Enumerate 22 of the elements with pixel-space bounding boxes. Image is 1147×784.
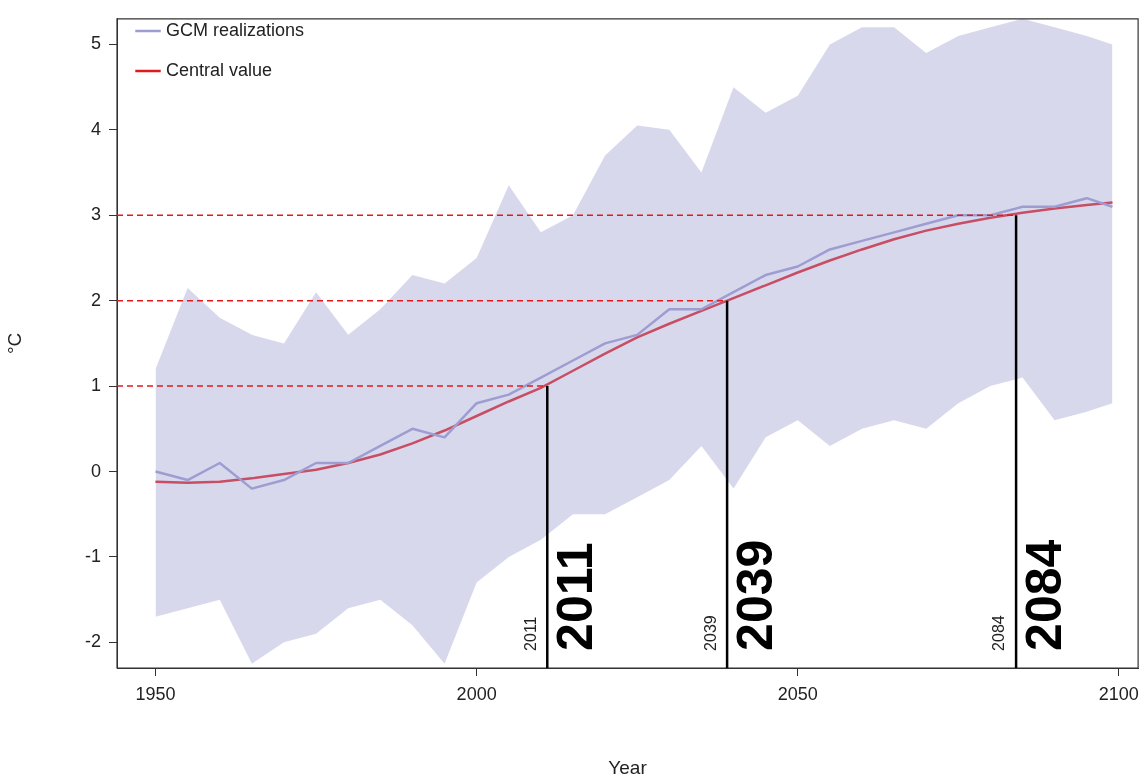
annotation: 2039 <box>726 539 783 651</box>
ref-line-label: 2084 <box>990 615 1008 651</box>
annotation: 2011 <box>547 542 604 651</box>
x-tick-label: 2000 <box>456 683 497 704</box>
y-tick-label: 4 <box>90 118 101 139</box>
x-tick-label: 2050 <box>777 683 818 704</box>
y-tick-label: 2 <box>90 289 101 310</box>
y-tick-label: 3 <box>90 204 101 225</box>
annotation: 2084 <box>1015 539 1072 651</box>
legend-label: GCM realizations <box>166 19 305 40</box>
y-axis-title: °C <box>3 332 25 355</box>
ref-line-label: 2011 <box>521 616 539 651</box>
legend-label: Central value <box>166 59 273 80</box>
y-tick-label: 1 <box>90 375 101 396</box>
y-tick-label: 5 <box>90 33 101 54</box>
x-axis-title: Year <box>608 756 648 778</box>
ref-line-label: 2039 <box>701 615 719 651</box>
y-tick-label: -2 <box>84 631 101 652</box>
x-tick-label: 2100 <box>1098 683 1139 704</box>
x-tick-label: 1950 <box>135 683 176 704</box>
y-tick-label: -1 <box>84 545 101 566</box>
y-tick-label: 0 <box>90 460 101 481</box>
